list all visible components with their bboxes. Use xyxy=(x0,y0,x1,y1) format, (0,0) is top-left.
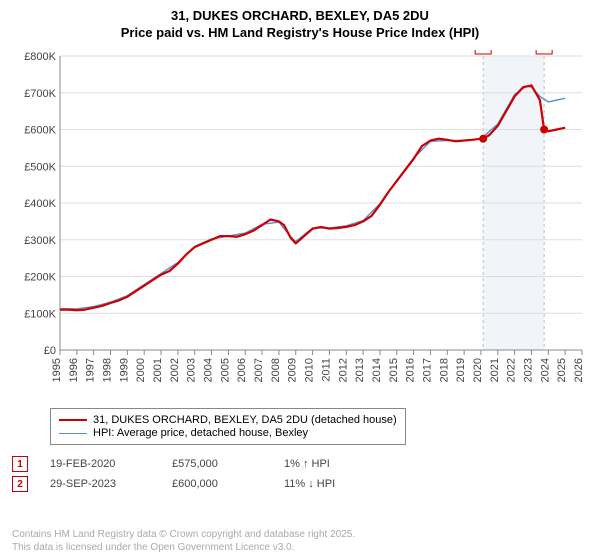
chart-container: 31, DUKES ORCHARD, BEXLEY, DA5 2DU Price… xyxy=(0,0,600,560)
svg-text:£300K: £300K xyxy=(24,235,56,247)
svg-text:£800K: £800K xyxy=(24,51,56,63)
legend-swatch xyxy=(59,419,87,421)
svg-text:1998: 1998 xyxy=(102,358,114,382)
title-line-2: Price paid vs. HM Land Registry's House … xyxy=(121,25,480,40)
legend-item: HPI: Average price, detached house, Bexl… xyxy=(59,427,397,439)
svg-text:1995: 1995 xyxy=(51,358,63,382)
svg-text:2015: 2015 xyxy=(388,358,400,382)
svg-text:£600K: £600K xyxy=(24,125,56,137)
svg-text:2023: 2023 xyxy=(522,358,534,382)
svg-text:2022: 2022 xyxy=(506,358,518,382)
svg-text:2012: 2012 xyxy=(337,358,349,382)
sale-badge: 2 xyxy=(12,476,28,492)
svg-text:£400K: £400K xyxy=(24,198,56,210)
footer-attribution: Contains HM Land Registry data © Crown c… xyxy=(12,529,355,554)
sale-row: 2 29-SEP-2023 £600,000 11% ↓ HPI xyxy=(12,476,374,492)
svg-text:2003: 2003 xyxy=(186,358,198,382)
sale-row: 1 19-FEB-2020 £575,000 1% ↑ HPI xyxy=(12,456,374,472)
title-line-1: 31, DUKES ORCHARD, BEXLEY, DA5 2DU xyxy=(171,8,429,23)
legend-label: HPI: Average price, detached house, Bexl… xyxy=(93,427,308,439)
svg-text:2009: 2009 xyxy=(287,358,299,382)
sale-price: £575,000 xyxy=(172,458,262,470)
svg-text:1: 1 xyxy=(480,50,486,53)
svg-text:1999: 1999 xyxy=(118,358,130,382)
svg-text:2001: 2001 xyxy=(152,358,164,382)
sale-price: £600,000 xyxy=(172,478,262,490)
footer-line-1: Contains HM Land Registry data © Crown c… xyxy=(12,529,355,540)
svg-text:2007: 2007 xyxy=(253,358,265,382)
svg-text:2018: 2018 xyxy=(438,358,450,382)
sale-date: 19-FEB-2020 xyxy=(50,458,150,470)
svg-text:£500K: £500K xyxy=(24,161,56,173)
svg-text:2013: 2013 xyxy=(354,358,366,382)
svg-text:2025: 2025 xyxy=(556,358,568,382)
svg-text:£700K: £700K xyxy=(24,88,56,100)
svg-text:£200K: £200K xyxy=(24,272,56,284)
svg-text:2021: 2021 xyxy=(489,358,501,382)
svg-text:2: 2 xyxy=(541,50,547,53)
svg-text:2006: 2006 xyxy=(236,358,248,382)
legend-swatch xyxy=(59,433,87,434)
svg-text:2005: 2005 xyxy=(219,358,231,382)
svg-text:2026: 2026 xyxy=(573,358,585,382)
svg-text:2008: 2008 xyxy=(270,358,282,382)
svg-text:2016: 2016 xyxy=(405,358,417,382)
svg-text:2000: 2000 xyxy=(135,358,147,382)
svg-text:2014: 2014 xyxy=(371,358,383,382)
svg-text:2010: 2010 xyxy=(304,358,316,382)
sale-hpi: 11% ↓ HPI xyxy=(284,478,374,490)
legend: 31, DUKES ORCHARD, BEXLEY, DA5 2DU (deta… xyxy=(50,408,406,445)
sales-table: 1 19-FEB-2020 £575,000 1% ↑ HPI 2 29-SEP-2023… xyxy=(12,452,374,496)
svg-text:2011: 2011 xyxy=(320,358,332,382)
footer-line-2: This data is licensed under the Open Gov… xyxy=(12,542,294,553)
svg-text:2024: 2024 xyxy=(539,358,551,382)
sale-hpi: 1% ↑ HPI xyxy=(284,458,374,470)
svg-text:2002: 2002 xyxy=(169,358,181,382)
svg-text:£100K: £100K xyxy=(24,308,56,320)
svg-text:2004: 2004 xyxy=(203,358,215,382)
svg-text:1996: 1996 xyxy=(68,358,80,382)
chart-svg: £0 £100K £200K £300K £400K £500K £600K £700K £80… xyxy=(12,50,588,400)
svg-text:2017: 2017 xyxy=(421,358,433,382)
svg-text:2019: 2019 xyxy=(455,358,467,382)
svg-text:2020: 2020 xyxy=(472,358,484,382)
sale-date: 29-SEP-2023 xyxy=(50,478,150,490)
svg-text:1997: 1997 xyxy=(85,358,97,382)
legend-label: 31, DUKES ORCHARD, BEXLEY, DA5 2DU (deta… xyxy=(93,414,397,426)
chart-title: 31, DUKES ORCHARD, BEXLEY, DA5 2DU Price… xyxy=(0,0,600,42)
svg-text:£0: £0 xyxy=(44,345,56,357)
sale-badge: 1 xyxy=(12,456,28,472)
chart-plot-area: £0 £100K £200K £300K £400K £500K £600K £700K £80… xyxy=(12,50,588,400)
legend-item: 31, DUKES ORCHARD, BEXLEY, DA5 2DU (deta… xyxy=(59,414,397,426)
